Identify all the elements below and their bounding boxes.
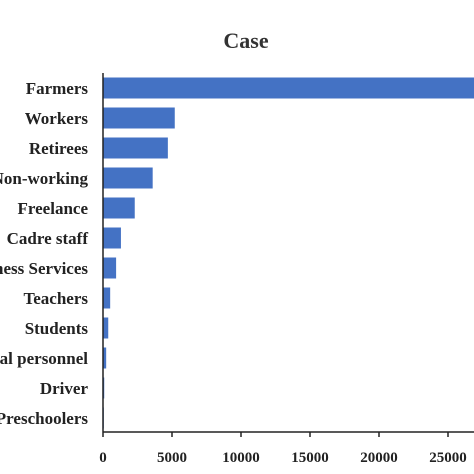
x-tick-label: 0 bbox=[99, 450, 107, 466]
x-tick-label: 10000 bbox=[222, 450, 260, 466]
bar-farmers bbox=[103, 77, 474, 99]
category-label-preschoolers: Preschoolers bbox=[0, 409, 88, 428]
category-label-teachers: Teachers bbox=[23, 289, 88, 308]
bar-retirees bbox=[103, 137, 168, 159]
x-ticks-group: 0 5000 10000 15000 20000 25000 bbox=[99, 432, 467, 466]
category-label-cadre-staff: Cadre staff bbox=[7, 229, 89, 248]
category-label-freelance: Freelance bbox=[18, 199, 89, 218]
category-label-business-services: Business Services bbox=[0, 259, 88, 278]
bar-business-services bbox=[103, 257, 117, 279]
x-tick-label: 20000 bbox=[360, 450, 398, 466]
category-label-driver: Driver bbox=[40, 379, 89, 398]
category-label-retirees: Retirees bbox=[29, 139, 89, 158]
bar-workers bbox=[103, 107, 175, 129]
category-label-workers: Workers bbox=[25, 109, 89, 128]
category-label-students: Students bbox=[25, 319, 89, 338]
category-labels-group: Farmers Workers Retirees Non-working Freelan… bbox=[0, 79, 88, 428]
bar-students bbox=[103, 317, 109, 339]
bars-group bbox=[103, 77, 474, 429]
x-tick-label: 25000 bbox=[429, 450, 467, 466]
bar-medical-personnel bbox=[103, 347, 107, 369]
bar-freelance bbox=[103, 197, 135, 219]
category-label-medical-personnel: Medical personnel bbox=[0, 349, 88, 368]
chart-title: Case bbox=[223, 28, 268, 53]
category-label-non-working: Non-working bbox=[0, 169, 88, 188]
bar-non-working bbox=[103, 167, 153, 189]
bar-cadre-staff bbox=[103, 227, 121, 249]
bar-teachers bbox=[103, 287, 111, 309]
x-tick-label: 5000 bbox=[157, 450, 187, 466]
x-tick-label: 15000 bbox=[291, 450, 329, 466]
category-label-farmers: Farmers bbox=[26, 79, 89, 98]
